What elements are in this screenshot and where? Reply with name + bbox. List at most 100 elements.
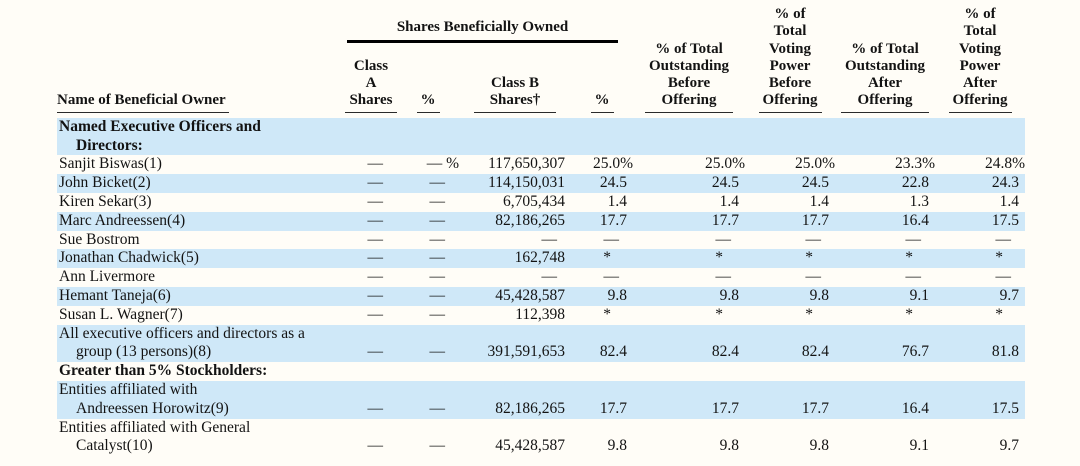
beneficial-ownership-table: Name of Beneficial Owner Shares Benefici…	[57, 6, 1026, 457]
cell-owner-name: Entities affiliated with Andreessen Horo…	[59, 380, 229, 417]
cell-pct-outstanding-before: 17.7	[711, 211, 740, 229]
column-header-class-b-shares: Class B Shares†	[459, 49, 571, 118]
cell-pct-voting-after: *	[995, 249, 1004, 267]
cell-owner-name: Named Executive Officers and Directors:	[59, 117, 261, 154]
cell-pct-voting-after: 9.7	[999, 437, 1020, 455]
cell-class-a-pct: —	[429, 286, 446, 304]
cell-class-a-pct: —	[429, 174, 446, 192]
cell-pct-outstanding-after: *	[905, 249, 914, 267]
cell-pct-voting-after: 24.8%	[984, 155, 1026, 173]
cell-class-a-shares: —	[367, 437, 384, 455]
cell-class-a-shares: —	[367, 343, 384, 361]
column-header-pct-voting-power-after-offering: % of Total Voting Power After Offering	[935, 6, 1025, 118]
cell-pct-outstanding-after: *	[905, 305, 914, 323]
cell-pct-voting-after: —	[995, 268, 1012, 286]
cell-class-b-pct: 25.0%	[592, 155, 634, 173]
cell-pct-outstanding-before: —	[715, 230, 732, 248]
cell-pct-outstanding-before: —	[715, 268, 732, 286]
cell-pct-voting-after: 17.5	[991, 211, 1020, 229]
cell-pct-outstanding-after	[835, 118, 935, 156]
cell-class-b-shares: 117,650,307	[488, 155, 565, 173]
column-header-class-a-label: Class A Shares	[345, 58, 397, 113]
column-header-pct-voting-power-before-offering: % of Total Voting Power Before Offering	[745, 6, 835, 118]
table-row: Named Executive Officers and Directors:	[57, 117, 1026, 156]
cell-class-a-pct: —	[429, 192, 446, 210]
cell-class-a-pct: —	[429, 399, 446, 417]
cell-class-a-shares: —	[367, 211, 384, 229]
cell-pct-outstanding-before: *	[715, 249, 724, 267]
table-row: Greater than 5% Stockholders:	[57, 362, 1025, 381]
cell-pct-outstanding-after: 1.3	[909, 192, 930, 210]
column-header-pct-outstanding-before-label: % of Total Outstanding Before Offering	[645, 41, 734, 113]
cell-pct-outstanding-after	[835, 362, 935, 381]
cell-class-a-pct: —	[429, 305, 446, 323]
cell-owner-name: Greater than 5% Stockholders:	[59, 362, 268, 380]
cell-pct-voting-after	[935, 118, 1025, 156]
column-header-pct-voting-after-label: % of Total Voting Power After Offering	[948, 6, 1012, 113]
table-row: Sue Bostrom — — — — — — — —	[57, 231, 1025, 250]
cell-pct-voting-after: 24.3	[991, 174, 1020, 192]
cell-pct-outstanding-before: 9.8	[719, 286, 740, 304]
cell-pct-voting-after: 81.8	[991, 343, 1020, 361]
column-group-header-shares-beneficially-owned: Shares Beneficially Owned	[345, 6, 633, 49]
cell-class-b-pct: 17.7	[599, 211, 628, 229]
cell-class-b-shares: —	[541, 230, 558, 248]
cell-class-b-pct: 24.5	[599, 174, 628, 192]
table-header: Name of Beneficial Owner Shares Benefici…	[57, 6, 1025, 118]
column-header-owner-name-label: Name of Beneficial Owner	[57, 92, 229, 113]
cell-pct-outstanding-after: 76.7	[901, 343, 930, 361]
cell-class-b-shares	[459, 118, 571, 156]
cell-class-a-pct: —	[429, 268, 446, 286]
cell-owner-name: All executive officers and directors as …	[59, 324, 305, 361]
cell-class-b-shares: 114,150,031	[488, 174, 565, 192]
table-row: Entities affiliated with General Catalys…	[57, 419, 1025, 457]
cell-class-a-pct	[397, 362, 459, 381]
cell-pct-voting-before: 17.7	[801, 211, 830, 229]
column-header-class-b-label: Class B Shares†	[474, 75, 556, 113]
table-row: Kiren Sekar(3) — — 6,705,434 1.4 1.4 1.4 1.3 1.4	[57, 193, 1025, 212]
column-header-class-b-pct: %	[571, 49, 633, 118]
cell-owner-name: Ann Livermore	[59, 268, 155, 286]
cell-class-a-pct: —	[429, 437, 446, 455]
table-row: Entities affiliated with Andreessen Horo…	[57, 380, 1026, 419]
cell-pct-voting-after: 1.4	[999, 192, 1020, 210]
table-row: Marc Andreessen(4) — — 82,186,265 17.7 17.7 17…	[57, 211, 1026, 231]
cell-pct-outstanding-after: 9.1	[909, 437, 930, 455]
table-row: Ann Livermore — — — — — — — —	[57, 268, 1025, 287]
cell-class-a-shares: —	[367, 155, 384, 173]
cell-pct-voting-before	[745, 362, 835, 381]
column-header-class-a-pct: %	[397, 49, 459, 118]
cell-owner-name: Kiren Sekar(3)	[59, 192, 152, 210]
cell-pct-outstanding-before: 17.7	[711, 399, 740, 417]
cell-owner-name: Susan L. Wagner(7)	[59, 305, 183, 323]
table-row: Susan L. Wagner(7) — — 112,398 * * * * *	[57, 306, 1025, 325]
cell-class-b-shares: 82,186,265	[495, 399, 565, 417]
cell-class-b-shares: 45,428,587	[495, 286, 565, 304]
cell-class-a-shares: —	[367, 268, 384, 286]
cell-class-b-pct: 1.4	[607, 192, 628, 210]
cell-pct-outstanding-before: 1.4	[719, 192, 740, 210]
cell-class-a-shares: —	[367, 174, 384, 192]
cell-pct-voting-before: 24.5	[801, 174, 830, 192]
cell-class-b-pct: 17.7	[599, 399, 628, 417]
cell-owner-name: Hemant Taneja(6)	[59, 286, 171, 304]
cell-class-a-pct: — %	[426, 155, 459, 173]
cell-pct-outstanding-before: *	[715, 305, 724, 323]
cell-owner-name: Entities affiliated with General Catalys…	[59, 418, 251, 455]
cell-pct-outstanding-after: 16.4	[901, 211, 930, 229]
table-body: Named Executive Officers and Directors: S…	[57, 117, 1026, 457]
cell-pct-voting-before: 82.4	[801, 343, 830, 361]
cell-owner-name: Marc Andreessen(4)	[59, 211, 186, 229]
cell-class-b-shares: 391,591,653	[487, 343, 566, 361]
table-row: Jonathan Chadwick(5) — — 162,748 * * * * *	[57, 249, 1026, 269]
cell-class-a-pct	[397, 118, 459, 156]
cell-owner-name: John Bicket(2)	[59, 174, 151, 192]
cell-pct-voting-before: —	[805, 268, 822, 286]
cell-class-b-pct: *	[603, 305, 612, 323]
table-row: Hemant Taneja(6) — — 45,428,587 9.8 9.8 9.8 9.1…	[57, 286, 1026, 306]
cell-pct-outstanding-after: —	[905, 230, 922, 248]
cell-class-b-shares: 45,428,587	[495, 437, 565, 455]
cell-class-b-shares	[459, 362, 571, 381]
cell-class-a-shares: —	[367, 192, 384, 210]
table-row: All executive officers and directors as …	[57, 324, 1026, 363]
